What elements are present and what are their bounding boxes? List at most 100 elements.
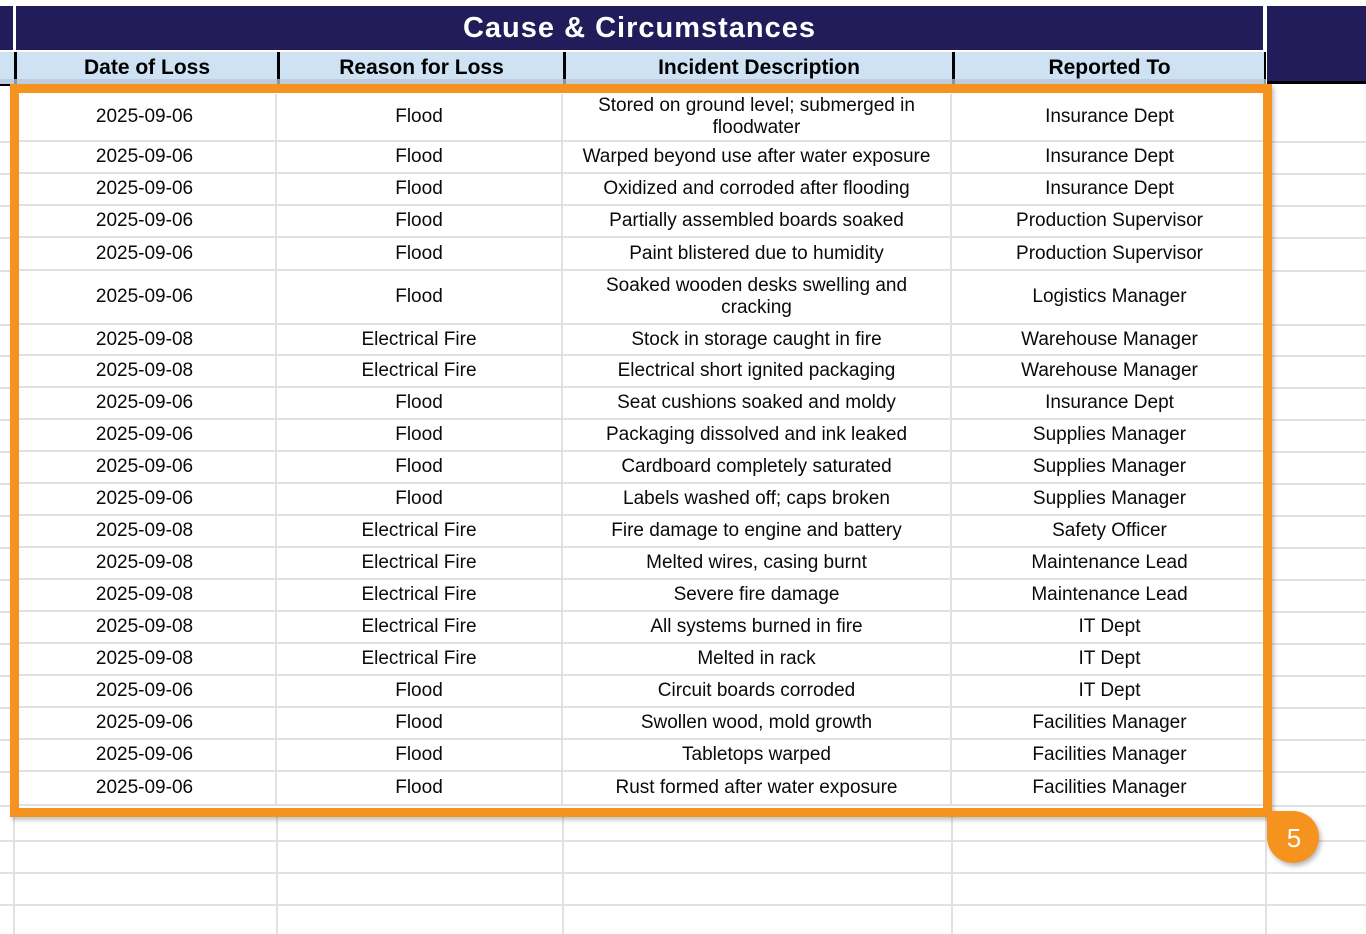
cell-reported-to[interactable]: Production Supervisor	[952, 238, 1267, 271]
cell-incident-description[interactable]: Labels washed off; caps broken	[563, 484, 952, 516]
cell-reason-for-loss[interactable]: Electrical Fire	[277, 548, 563, 580]
cell-incident-description[interactable]: All systems burned in fire	[563, 612, 952, 644]
cell-reported-to[interactable]: Insurance Dept	[952, 94, 1267, 142]
selection-border[interactable]	[10, 84, 1272, 817]
header-cell-sliver[interactable]	[0, 52, 14, 84]
title-cell-left-sliver[interactable]	[0, 6, 13, 50]
cell-incident-description[interactable]: Electrical short ignited packaging	[563, 356, 952, 388]
cell-reason-for-loss[interactable]: Electrical Fire	[277, 612, 563, 644]
cell-incident-description[interactable]: Rust formed after water exposure	[563, 772, 952, 806]
cell-date-of-loss[interactable]: 2025-09-08	[14, 644, 277, 676]
selection-badge[interactable]: 5	[1267, 811, 1319, 863]
cell-date-of-loss[interactable]: 2025-09-06	[14, 772, 277, 806]
cell-date-of-loss[interactable]: 2025-09-06	[14, 740, 277, 772]
cell-reported-to[interactable]: Warehouse Manager	[952, 325, 1267, 356]
cell-reason-for-loss[interactable]: Flood	[277, 206, 563, 238]
cell-incident-description[interactable]: Melted wires, casing burnt	[563, 548, 952, 580]
cell-date-of-loss[interactable]: 2025-09-06	[14, 484, 277, 516]
cell-reason-for-loss[interactable]: Flood	[277, 388, 563, 420]
cell-incident-description[interactable]: Seat cushions soaked and moldy	[563, 388, 952, 420]
cell-date-of-loss[interactable]: 2025-09-08	[14, 580, 277, 612]
table-title-cell[interactable]: Cause & Circumstances	[16, 6, 1263, 50]
cell-incident-description[interactable]: Fire damage to engine and battery	[563, 516, 952, 548]
gridline	[1272, 387, 1366, 389]
table-title: Cause & Circumstances	[462, 11, 817, 44]
cell-incident-description[interactable]: Soaked wooden desks swelling and crackin…	[563, 271, 952, 325]
cell-reported-to[interactable]: Facilities Manager	[952, 708, 1267, 740]
cell-incident-description[interactable]: Stock in storage caught in fire	[563, 325, 952, 356]
cell-incident-description[interactable]: Stored on ground level; submerged in flo…	[563, 94, 952, 142]
cell-date-of-loss[interactable]: 2025-09-08	[14, 612, 277, 644]
cell-incident-description[interactable]: Tabletops warped	[563, 740, 952, 772]
cell-incident-description[interactable]: Swollen wood, mold growth	[563, 708, 952, 740]
cell-date-of-loss[interactable]: 2025-09-08	[14, 356, 277, 388]
cell-date-of-loss[interactable]: 2025-09-06	[14, 94, 277, 142]
header-cell-date-of-loss[interactable]: Date of Loss	[14, 52, 277, 84]
cell-reported-to[interactable]: Warehouse Manager	[952, 356, 1267, 388]
cell-reason-for-loss[interactable]: Flood	[277, 772, 563, 806]
table-row: 2025-09-06 Flood Soaked wooden desks swell…	[14, 271, 1267, 325]
cell-reported-to[interactable]: Maintenance Lead	[952, 580, 1267, 612]
cell-incident-description[interactable]: Packaging dissolved and ink leaked	[563, 420, 952, 452]
cell-date-of-loss[interactable]: 2025-09-06	[14, 238, 277, 271]
cell-reported-to[interactable]: IT Dept	[952, 612, 1267, 644]
cell-reported-to[interactable]: Facilities Manager	[952, 740, 1267, 772]
cell-date-of-loss[interactable]: 2025-09-06	[14, 452, 277, 484]
cell-reported-to[interactable]: Production Supervisor	[952, 206, 1267, 238]
cell-reason-for-loss[interactable]: Flood	[277, 484, 563, 516]
cell-incident-description[interactable]: Oxidized and corroded after flooding	[563, 174, 952, 206]
cell-date-of-loss[interactable]: 2025-09-06	[14, 388, 277, 420]
cell-incident-description[interactable]: Melted in rack	[563, 644, 952, 676]
cell-reason-for-loss[interactable]: Flood	[277, 740, 563, 772]
cell-date-of-loss[interactable]: 2025-09-06	[14, 206, 277, 238]
cell-reported-to[interactable]: Insurance Dept	[952, 142, 1267, 174]
header-cell-reason-for-loss[interactable]: Reason for Loss	[277, 52, 563, 84]
cell-incident-description[interactable]: Partially assembled boards soaked	[563, 206, 952, 238]
cell-reason-for-loss[interactable]: Flood	[277, 420, 563, 452]
cell-reason-for-loss[interactable]: Flood	[277, 676, 563, 708]
cell-incident-description[interactable]: Cardboard completely saturated	[563, 452, 952, 484]
cell-reported-to[interactable]: Insurance Dept	[952, 174, 1267, 206]
cell-reason-for-loss[interactable]: Electrical Fire	[277, 580, 563, 612]
cell-reported-to[interactable]: Facilities Manager	[952, 772, 1267, 806]
cell-date-of-loss[interactable]: 2025-09-06	[14, 142, 277, 174]
cell-reason-for-loss[interactable]: Flood	[277, 452, 563, 484]
cell-reported-to[interactable]: Supplies Manager	[952, 420, 1267, 452]
cell-reason-for-loss[interactable]: Flood	[277, 142, 563, 174]
cell-reason-for-loss[interactable]: Flood	[277, 174, 563, 206]
cell-reason-for-loss[interactable]: Electrical Fire	[277, 644, 563, 676]
cell-incident-description[interactable]: Circuit boards corroded	[563, 676, 952, 708]
cell-date-of-loss[interactable]: 2025-09-06	[14, 174, 277, 206]
cell-reported-to[interactable]: Logistics Manager	[952, 271, 1267, 325]
cell-incident-description[interactable]: Severe fire damage	[563, 580, 952, 612]
cell-date-of-loss[interactable]: 2025-09-06	[14, 708, 277, 740]
cell-date-of-loss[interactable]: 2025-09-08	[14, 548, 277, 580]
cell-reason-for-loss[interactable]: Flood	[277, 238, 563, 271]
cell-reported-to[interactable]: Supplies Manager	[952, 452, 1267, 484]
table-row: 2025-09-06 Flood Labels washed off; caps b…	[14, 484, 1267, 516]
cell-date-of-loss[interactable]: 2025-09-08	[14, 325, 277, 356]
cell-date-of-loss[interactable]: 2025-09-06	[14, 271, 277, 325]
cell-reported-to[interactable]: Supplies Manager	[952, 484, 1267, 516]
cell-reason-for-loss[interactable]: Flood	[277, 94, 563, 142]
title-cell-right[interactable]	[1267, 6, 1366, 84]
cell-reported-to[interactable]: Safety Officer	[952, 516, 1267, 548]
cell-incident-description[interactable]: Warped beyond use after water exposure	[563, 142, 952, 174]
header-cell-incident-description[interactable]: Incident Description	[563, 52, 952, 84]
cell-reported-to[interactable]: IT Dept	[952, 644, 1267, 676]
cell-reason-for-loss[interactable]: Electrical Fire	[277, 356, 563, 388]
cell-reported-to[interactable]: IT Dept	[952, 676, 1267, 708]
cell-date-of-loss[interactable]: 2025-09-06	[14, 676, 277, 708]
cell-reason-for-loss[interactable]: Flood	[277, 708, 563, 740]
header-cell-reported-to[interactable]: Reported To	[952, 52, 1266, 84]
cell-date-of-loss[interactable]: 2025-09-08	[14, 516, 277, 548]
cell-reported-to[interactable]: Insurance Dept	[952, 388, 1267, 420]
gridline	[0, 270, 10, 272]
cell-incident-description[interactable]: Paint blistered due to humidity	[563, 238, 952, 271]
cell-reported-to[interactable]: Maintenance Lead	[952, 548, 1267, 580]
cell-reason-for-loss[interactable]: Flood	[277, 271, 563, 325]
cell-date-of-loss[interactable]: 2025-09-06	[14, 420, 277, 452]
cell-reason-for-loss[interactable]: Electrical Fire	[277, 325, 563, 356]
cell-reason-for-loss[interactable]: Electrical Fire	[277, 516, 563, 548]
